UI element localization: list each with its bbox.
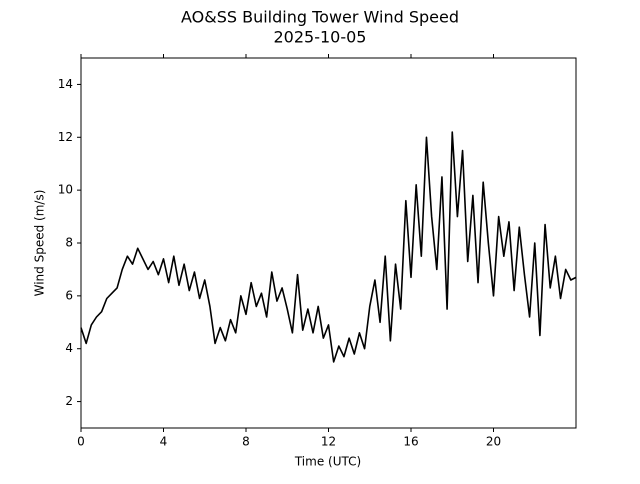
y-tick-label: 4: [65, 341, 73, 355]
chart-subtitle: 2025-10-05: [274, 28, 367, 47]
y-tick-label: 2: [65, 394, 73, 408]
y-tick-label: 14: [58, 77, 73, 91]
y-axis-label: Wind Speed (m/s): [33, 190, 47, 297]
chart-title: AO&SS Building Tower Wind Speed: [181, 8, 459, 27]
x-tick-label: 8: [242, 435, 250, 449]
plot-frame: [80, 57, 577, 429]
y-tick-label: 6: [65, 288, 73, 302]
x-tick-label: 16: [403, 435, 418, 449]
x-axis-label: Time (UTC): [294, 455, 361, 469]
y-tick-label: 8: [65, 236, 73, 250]
line-series: [80, 131, 577, 363]
y-tick-label: 12: [58, 130, 73, 144]
y-tick-label: 10: [58, 183, 73, 197]
x-tick-label: 20: [486, 435, 501, 449]
x-tick-label: 12: [321, 435, 336, 449]
x-tick-label: 4: [160, 435, 168, 449]
x-tick-label: 0: [77, 435, 85, 449]
